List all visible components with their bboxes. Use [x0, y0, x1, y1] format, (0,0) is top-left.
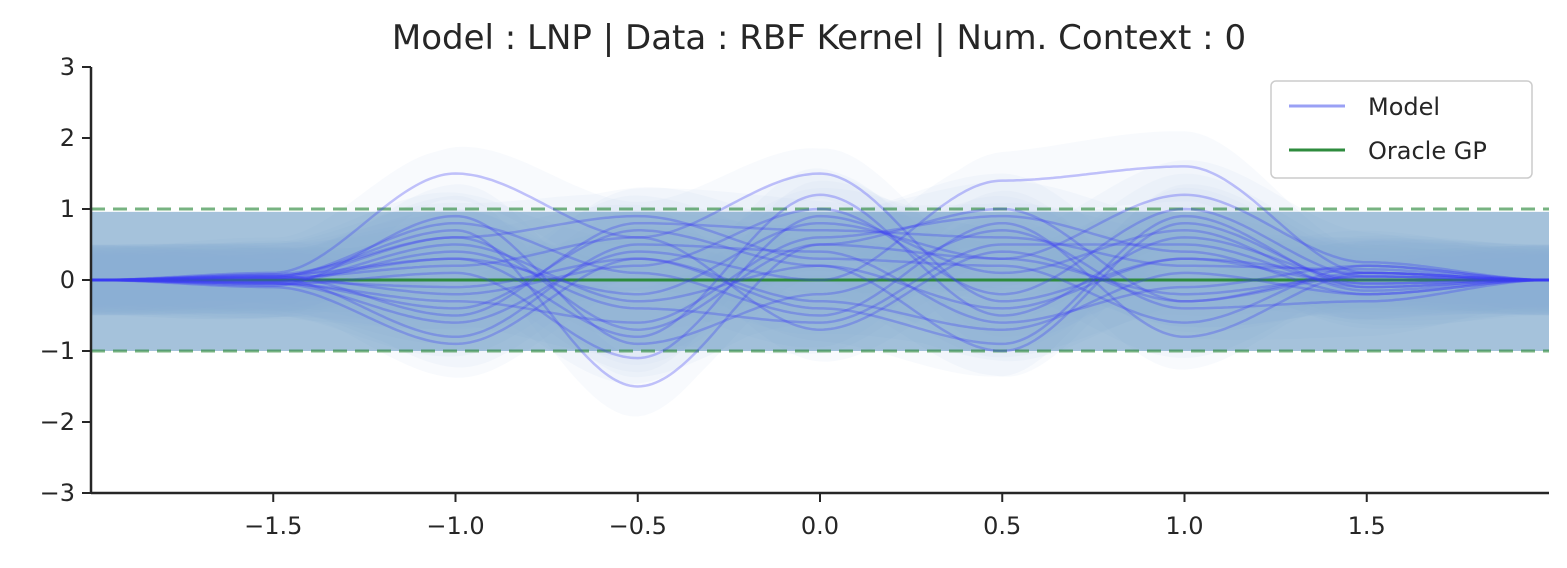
y-tick-label: 1	[60, 195, 75, 223]
model-sample-line-2	[91, 165, 1549, 324]
y-tick-label: −1	[40, 337, 75, 365]
model-sample-line-4	[91, 214, 1549, 346]
model-sample-line-0	[91, 172, 1549, 303]
legend-model-label: Model	[1368, 93, 1440, 121]
model-sample-line-1	[91, 229, 1549, 388]
model-sample-line-13	[91, 243, 1549, 339]
model-sample-line-14	[91, 214, 1549, 360]
model-sample-line-12	[91, 243, 1549, 324]
x-tick-label: −0.5	[609, 512, 667, 540]
model-sample-line-7	[91, 236, 1549, 331]
x-ticks: −1.5 −1.0 −0.5 0.0 0.5 1.0 1.5	[244, 493, 1386, 540]
model-sample-line-3	[91, 193, 1549, 339]
model-sample-line-19	[91, 207, 1549, 331]
y-ticks: 3 2 1 0 −1 −2 −3	[40, 53, 91, 507]
x-tick-label: 0.5	[983, 512, 1021, 540]
y-tick-label: 0	[60, 266, 75, 294]
model-sample-line-15	[91, 221, 1549, 339]
model-sample-line-8	[91, 221, 1549, 353]
y-tick-label: 2	[60, 124, 75, 152]
model-sample-line-11	[91, 207, 1549, 296]
sample-uncertainty-0	[91, 146, 1549, 337]
plot-area	[91, 131, 1549, 417]
model-sample-line-10	[91, 214, 1549, 346]
model-sample-line-17	[91, 193, 1549, 296]
oracle-gp-layer	[91, 207, 1549, 353]
legend: Model Oracle GP	[1270, 80, 1533, 179]
model-samples-layer	[91, 165, 1549, 388]
chart-title: Model : LNP | Data : RBF Kernel | Num. C…	[392, 18, 1246, 58]
x-tick-label: 1.0	[1165, 512, 1203, 540]
y-tick-label: −3	[40, 479, 75, 507]
x-tick-label: −1.0	[426, 512, 484, 540]
model-sample-line-18	[91, 257, 1549, 331]
model-sample-line-16	[91, 229, 1549, 310]
model-sample-line-6	[91, 214, 1549, 324]
x-tick-label: −1.5	[244, 512, 302, 540]
x-tick-label: 1.5	[1348, 512, 1386, 540]
model-sample-line-5	[91, 214, 1549, 324]
y-tick-label: −2	[40, 408, 75, 436]
x-tick-label: 0.0	[801, 512, 839, 540]
y-tick-label: 3	[60, 53, 75, 81]
axes: −1.5 −1.0 −0.5 0.0 0.5 1.0 1.5 3 2 1 0 −1 −2 −3	[40, 53, 1549, 540]
model-sample-line-9	[91, 221, 1549, 317]
legend-oracle-label: Oracle GP	[1368, 137, 1487, 165]
